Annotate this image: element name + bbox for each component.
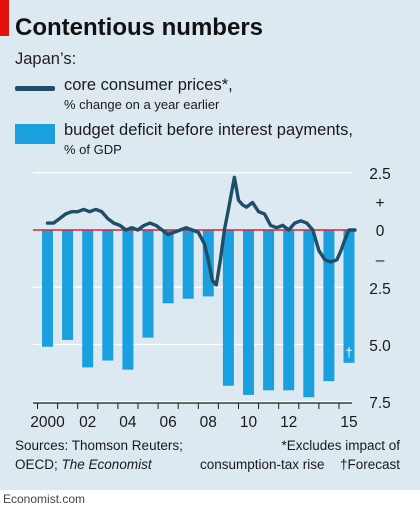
deficit-bar xyxy=(343,230,355,363)
deficit-bar xyxy=(42,230,53,347)
deficit-bar xyxy=(62,230,74,340)
x-tick-label: 2000 xyxy=(30,414,65,431)
deficit-bar xyxy=(122,230,134,370)
source-line-2: OECD; The Economist xyxy=(15,457,152,472)
y-tick-label: 2.5 xyxy=(369,281,391,298)
y-tick-label: + xyxy=(375,195,384,212)
y-tick-label: 7.5 xyxy=(369,395,391,412)
forecast-marker: † xyxy=(345,345,352,360)
source-line-2-italic: The Economist xyxy=(61,457,152,472)
chart-subtitle: Japan’s: xyxy=(15,50,77,68)
legend-line-sublabel: % change on a year earlier xyxy=(64,97,220,112)
cpi-line xyxy=(45,175,357,287)
y-tick-label: – xyxy=(376,252,385,269)
note-line-2: consumption-tax rise xyxy=(200,457,325,472)
note-line-1: *Excludes impact of xyxy=(281,438,400,453)
source-line-1: Sources: Thomson Reuters; xyxy=(15,438,183,453)
x-tick-label: 02 xyxy=(79,414,96,431)
brand-accent-tag xyxy=(0,0,9,36)
deficit-bar xyxy=(102,230,114,361)
source-line-2-prefix: OECD; xyxy=(15,457,58,472)
legend-bar-label: budget deficit before interest payments, xyxy=(64,121,353,139)
y-tick-label: 5.0 xyxy=(369,338,391,355)
deficit-bar xyxy=(82,230,94,368)
deficit-bar xyxy=(162,230,174,304)
legend-bar-swatch xyxy=(15,124,55,144)
x-tick-label: 04 xyxy=(119,414,137,431)
y-tick-label: 0 xyxy=(376,223,385,240)
x-tick-label: 15 xyxy=(340,414,357,431)
deficit-bar xyxy=(303,230,315,398)
note-line-3: †Forecast xyxy=(339,457,400,472)
y-tick-label: 2.5 xyxy=(369,166,391,183)
x-tick-label: 06 xyxy=(159,414,176,431)
deficit-bar xyxy=(323,230,335,382)
deficit-bar xyxy=(263,230,275,391)
deficit-bar xyxy=(142,230,154,338)
chart-plot: † 2.5 +0 – 2.5 5.0 7.5 2000 02 04 06 08 10 12 15 xyxy=(30,166,391,431)
deficit-bar xyxy=(283,230,295,391)
x-tick-label: 12 xyxy=(280,414,297,431)
deficit-bar xyxy=(222,230,234,386)
deficit-bar xyxy=(182,230,194,299)
legend-bar-sublabel: % of GDP xyxy=(64,142,122,157)
chart-title: Contentious numbers xyxy=(15,14,264,41)
x-tick-label: 08 xyxy=(200,414,217,431)
legend-line-label: core consumer prices*, xyxy=(64,76,233,94)
x-tick-label: 10 xyxy=(240,414,258,431)
footer-credit: Economist.com xyxy=(3,492,86,506)
legend-line-swatch xyxy=(15,86,55,91)
deficit-bar xyxy=(243,230,254,395)
